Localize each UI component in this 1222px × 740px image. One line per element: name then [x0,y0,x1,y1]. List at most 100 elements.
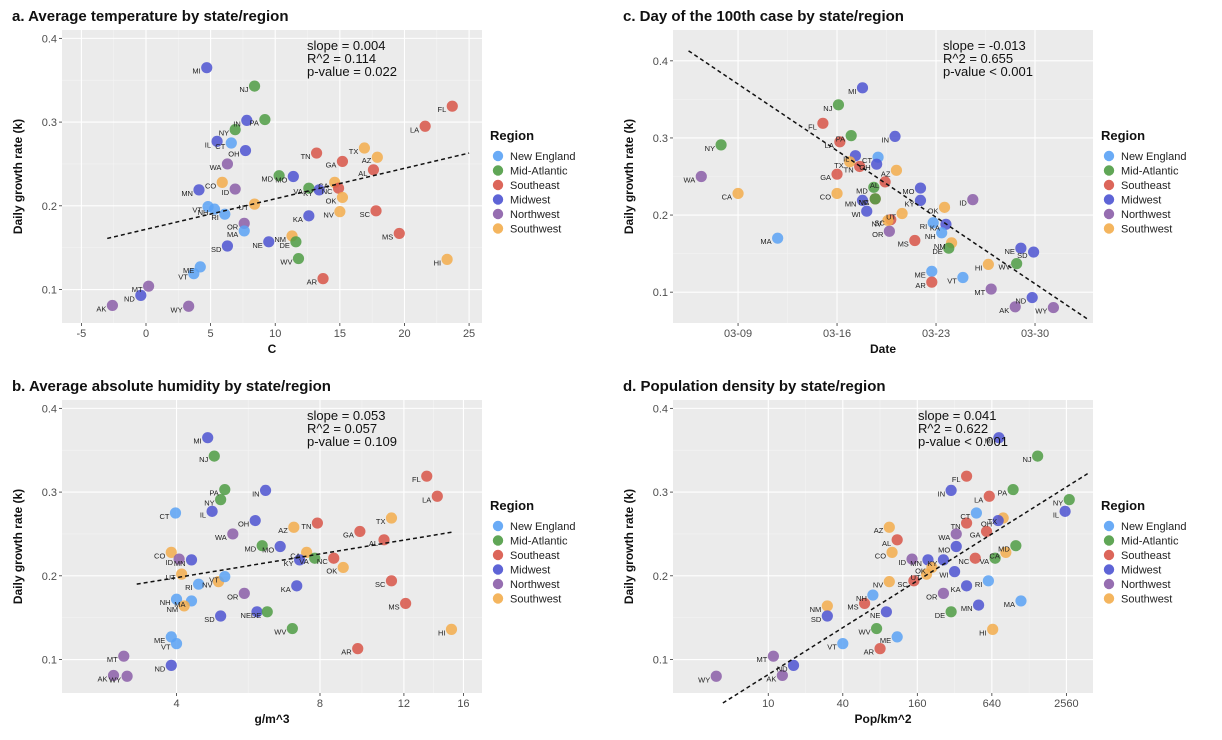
data-point [861,205,873,217]
panel-title: a. Average temperature by state/region [12,8,289,25]
point-label: WY [171,305,183,314]
x-tick-label: -5 [76,328,86,340]
data-point [165,546,177,558]
y-tick-label: 0.2 [653,571,668,583]
y-axis-label: Daily growth rate (k) [622,119,636,234]
legend-label: New England [1121,521,1186,533]
point-label: AL [882,539,891,548]
point-label: NV [873,581,883,590]
data-point [259,113,271,126]
legend-label: Northwest [1121,209,1171,221]
data-point [367,164,380,176]
point-label: AZ [874,526,884,535]
data-point [215,494,227,506]
panel-title: c. Day of the 100th case by state/region [623,8,904,25]
y-tick-label: 0.3 [653,133,668,145]
point-label: VT [192,206,202,215]
point-label: NC [858,198,869,207]
point-label: KA [951,585,961,594]
x-tick-label: 5 [208,328,214,340]
x-tick-label: 15 [334,328,346,340]
point-label: SD [1017,251,1028,260]
point-label: WA [683,176,695,185]
point-label: VA [293,187,302,196]
data-point [445,623,458,635]
data-point [248,198,261,210]
point-label: MA [1004,600,1015,609]
point-label: MN [181,189,193,198]
stats-annotation: slope = -0.013 [943,38,1026,53]
point-label: WI [939,571,948,580]
legend-key [492,194,504,205]
point-label: NJ [823,104,832,113]
point-label: TN [844,165,854,174]
data-point [354,525,366,538]
point-label: PA [209,489,218,498]
data-point [259,484,272,497]
data-point [945,484,957,497]
stats-annotation: slope = 0.053 [307,408,385,423]
point-labels: MINJFLPAINLANYILCTTXOHTNAZGAWAALMDMOCACO… [683,87,1047,316]
stats-annotation: p-value < 0.001 [918,434,1008,449]
legend-key [492,549,504,561]
legend-title: Region [1101,128,1145,143]
point-label: NH [160,598,171,607]
point-label: CA [290,551,300,560]
x-tick-label: 8 [317,698,323,710]
point-label: MD [244,545,256,554]
point-label: HI [434,258,442,267]
point-label: TN [301,152,311,161]
point-label: VA [980,557,989,566]
point-label: OK [326,566,337,575]
data-point [869,193,881,205]
point-label: LA [422,495,431,504]
point-label: WY [1035,307,1047,316]
x-tick-label: 20 [398,328,410,340]
point-label: NH [925,232,936,241]
point-label: MA [174,600,185,609]
data-point [225,137,237,149]
data-points [695,82,1060,314]
legend-key [492,535,504,546]
point-label: AR [341,648,352,657]
data-point [821,610,833,622]
point-label: SC [897,580,908,589]
legend: Region New England Mid-Atlantic Southeast Mi… [1101,128,1186,236]
point-label: WV [280,258,292,267]
data-point [767,650,779,662]
point-label: ND [124,294,135,303]
point-label: MI [192,67,200,76]
point-label: FL [808,122,817,131]
point-label: PA [249,119,258,128]
data-point [215,610,227,622]
data-point [856,82,869,94]
point-label: CT [215,142,225,151]
point-label: PA [836,135,845,144]
data-point [937,554,950,566]
y-tick-label: 0.1 [42,285,57,297]
x-tick-label: 4 [173,698,179,710]
legend-label: New England [510,521,575,533]
data-point [983,490,995,502]
legend-label: New England [510,151,575,163]
point-label: OR [227,592,239,601]
data-point [1000,546,1012,558]
point-label: OR [926,592,938,601]
point-label: TX [376,517,386,526]
point-label: UT [239,203,249,212]
point-label: CO [820,192,831,201]
data-point [867,589,879,601]
data-point [972,599,985,611]
stats-annotation: p-value = 0.022 [307,64,397,79]
legend-label: Northwest [510,579,560,591]
data-point [1010,540,1022,552]
data-point [188,268,200,280]
legend-label: Midwest [1121,565,1161,577]
point-label: KY [284,559,294,568]
data-point [957,271,969,284]
legend-key [492,593,504,604]
data-point [176,568,188,580]
point-label: NV [202,581,212,590]
data-point [238,587,250,599]
